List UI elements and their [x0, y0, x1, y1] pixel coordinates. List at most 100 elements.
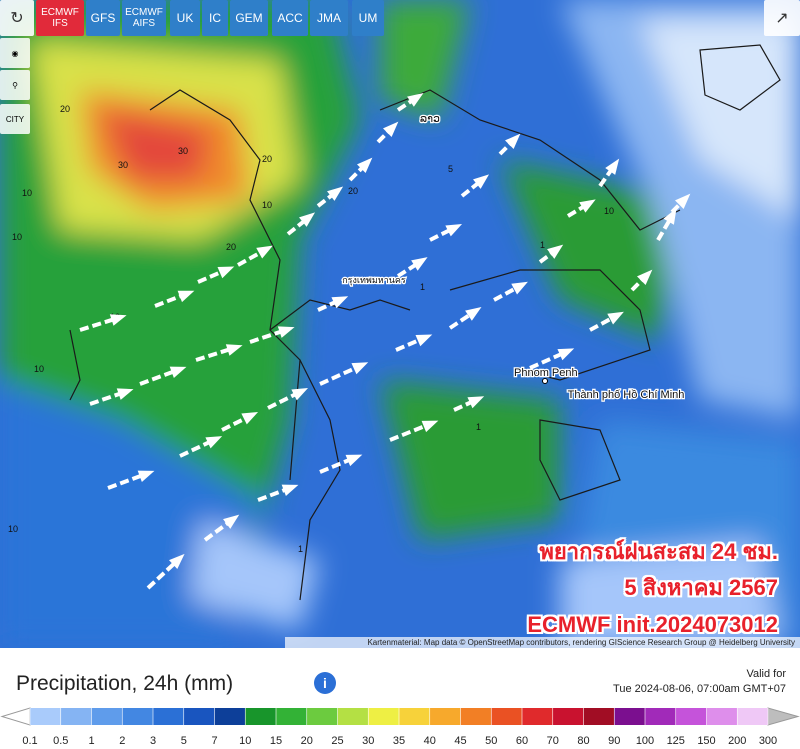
wind-arrowhead — [177, 290, 195, 303]
legend-swatch — [460, 708, 492, 725]
wind-arrow — [429, 226, 455, 242]
overlay-line: 5 สิงหาคม 2567 — [624, 575, 778, 600]
place-label: ລາວ — [420, 113, 440, 125]
wind-arrow — [107, 472, 147, 490]
wind-arrowhead — [277, 326, 295, 338]
contour-label: 10 — [12, 232, 22, 242]
legend-label: 30 — [362, 735, 374, 747]
model-button[interactable]: GFS — [86, 0, 120, 36]
legend-label: 150 — [697, 735, 715, 747]
info-button[interactable]: i — [314, 672, 336, 694]
wind-arrowhead — [411, 257, 428, 271]
legend-swatch — [522, 708, 553, 725]
contour-label: 20 — [262, 154, 272, 164]
model-button[interactable]: UK — [170, 0, 200, 36]
contour-label: 1 — [476, 422, 481, 432]
legend-swatch — [737, 708, 768, 725]
legend-swatch — [491, 708, 522, 725]
legend-swatch — [675, 708, 707, 725]
wind-arrow — [389, 422, 431, 442]
city-button[interactable]: CITY — [0, 104, 30, 134]
wind-arrowhead — [223, 514, 240, 529]
wind-arrowhead — [357, 157, 373, 173]
legend-label: 45 — [454, 735, 466, 747]
wind-arrow — [448, 310, 476, 330]
legend-swatch — [214, 708, 246, 725]
model-button[interactable]: UM — [352, 0, 384, 36]
model-button[interactable]: ECMWF AIFS — [122, 0, 166, 36]
wind-arrowhead — [225, 344, 243, 356]
wind-arrowhead — [291, 387, 309, 401]
legend-swatch — [583, 708, 615, 725]
model-button[interactable]: ACC — [272, 0, 308, 36]
contour-label: 30 — [118, 160, 128, 170]
zoom-button[interactable]: ⚲ — [0, 70, 30, 100]
wind-arrowhead — [205, 436, 223, 449]
legend-label: 2 — [119, 735, 125, 747]
contour-label: 10 — [22, 188, 32, 198]
legend-swatch — [368, 708, 399, 725]
wind-arrows — [79, 93, 691, 590]
wind-arrow — [589, 314, 617, 332]
legend-swatch — [614, 708, 645, 725]
model-button[interactable]: IC — [202, 0, 228, 36]
location-button[interactable]: ◉ — [0, 38, 30, 68]
place-label: กรุงเทพมหานคร — [342, 275, 406, 286]
wind-arrowhead — [169, 553, 185, 569]
attribution: Kartenmaterial: Map data © OpenStreetMap… — [367, 638, 795, 647]
refresh-button[interactable]: ↻ — [0, 0, 34, 36]
legend-label: 20 — [301, 735, 313, 747]
wind-arrowhead — [675, 193, 691, 209]
place-label: Phnom Penh — [514, 367, 578, 379]
model-button[interactable]: JMA — [310, 0, 348, 36]
legend-swatch — [337, 708, 369, 725]
attribution-bg — [285, 637, 800, 648]
legend-end — [767, 707, 800, 726]
contour-label: 20 — [348, 186, 358, 196]
place-labels: ລາວ กรุงเทพมหานคร Phnom Penh Thành phố Hồ C… — [341, 112, 686, 403]
legend-label: 300 — [759, 735, 777, 747]
valid-label: Valid for — [746, 668, 786, 680]
model-button[interactable]: ECMWF IFS — [36, 0, 84, 36]
legend-swatch — [153, 708, 184, 725]
legend-swatch — [645, 708, 676, 725]
wind-arrowhead — [445, 223, 463, 237]
contour-label: 10 — [604, 206, 614, 216]
wind-arrowhead — [465, 307, 482, 321]
wind-arrowhead — [505, 133, 521, 149]
legend-label: 10 — [239, 735, 251, 747]
wind-arrowhead — [281, 484, 299, 497]
contour-label: 1 — [298, 544, 303, 554]
wind-arrowhead — [467, 396, 485, 409]
legend-label: 125 — [667, 735, 685, 747]
wind-arrow — [319, 364, 361, 386]
wind-arrow — [197, 268, 227, 284]
legend-label: 80 — [577, 735, 589, 747]
legend-label: 5 — [181, 735, 187, 747]
share-button[interactable]: ↗ — [764, 0, 800, 36]
wind-arrowhead — [137, 470, 155, 482]
overlay-line: ECMWF init.2024073012 — [527, 612, 778, 637]
wind-arrowhead — [116, 388, 134, 400]
contour-label: 20 — [60, 104, 70, 114]
wind-arrowhead — [511, 281, 528, 295]
model-button[interactable]: GEM — [230, 0, 268, 36]
wind-arrowhead — [421, 420, 439, 433]
legend-label: 200 — [728, 735, 746, 747]
contour-label: 20 — [226, 242, 236, 252]
legend-swatch — [276, 708, 307, 725]
panel-title: Precipitation, 24h (mm) — [16, 672, 234, 695]
wind-arrowhead — [557, 348, 575, 361]
wind-arrowhead — [607, 311, 624, 325]
legend-swatch — [183, 708, 215, 725]
borders — [69, 44, 781, 601]
legend-label: 70 — [547, 735, 559, 747]
legend-swatch — [706, 708, 738, 725]
precip-field — [0, 0, 800, 648]
legend-swatch — [91, 708, 123, 725]
contour-label: 1 — [540, 240, 545, 250]
legend-swatch — [399, 708, 430, 725]
wind-arrowhead — [383, 121, 399, 137]
wind-arrow — [79, 316, 119, 332]
